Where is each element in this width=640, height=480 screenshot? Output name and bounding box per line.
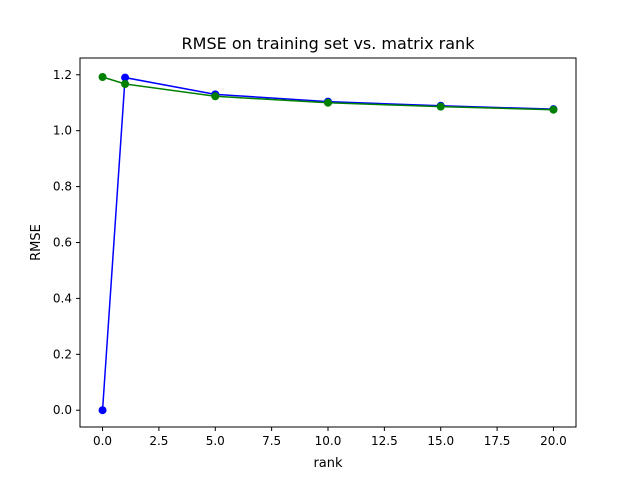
x-tick-label: 10.0 [315,434,342,448]
series-2-point [121,79,130,88]
y-tick-label: 0.6 [53,236,72,250]
y-axis: 0.0 0.2 0.4 0.6 0.8 1.0 1.2 [53,68,80,417]
series-1-point [121,73,130,82]
series-1-line [101,76,554,411]
y-tick-label: 0.4 [53,291,72,305]
series-2-point [98,73,107,82]
x-tick-label: 0.0 [93,434,112,448]
x-tick-label: 7.5 [262,434,281,448]
x-tick-label: 20.0 [540,434,567,448]
series-2-point [211,92,220,101]
series-2-point [436,102,445,111]
x-tick-label: 17.5 [484,434,511,448]
x-tick-label: 15.0 [427,434,454,448]
x-tick-label: 2.5 [149,434,168,448]
x-tick-label: 5.0 [206,434,225,448]
y-axis-label: RMSE [29,224,44,261]
y-tick-label: 0.8 [53,180,72,194]
plot-frame [79,57,577,428]
y-tick-label: 1.2 [53,68,72,82]
x-axis-label: rank [313,456,343,471]
series-1-point [98,406,107,415]
series-2-point [549,105,558,114]
chart-title: RMSE on training set vs. matrix rank [182,34,476,53]
x-tick-label: 12.5 [371,434,398,448]
series-2-point [324,98,332,107]
plot-area [98,73,558,415]
x-axis: 0.0 2.5 5.0 7.5 10.0 12.5 15.0 17.5 20.0 [93,427,567,448]
y-tick-label: 0.0 [53,403,72,417]
y-tick-label: 1.0 [53,124,72,138]
y-tick-label: 0.2 [53,347,72,361]
